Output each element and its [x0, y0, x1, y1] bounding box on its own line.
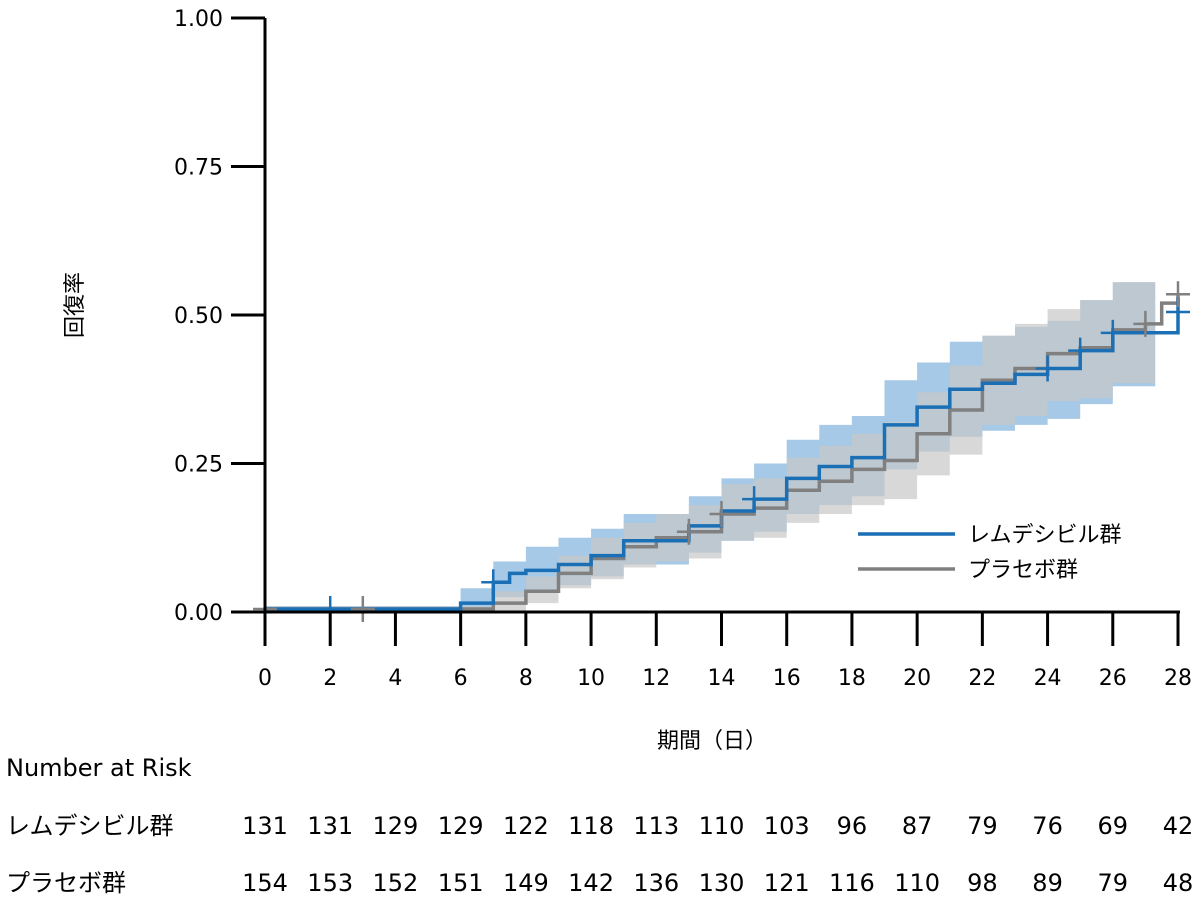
risk-value-1-6: 118 [568, 812, 614, 840]
x-tick-label-9: 18 [838, 666, 866, 691]
risk-value-2-14: 79 [1098, 869, 1129, 897]
censor-mark-1-3 [742, 486, 767, 513]
y-tick-label-4: 1.00 [174, 7, 223, 32]
risk-value-2-5: 149 [503, 869, 549, 897]
censor-mark-2-3 [676, 518, 701, 545]
x-tick-label-6: 12 [642, 666, 670, 691]
confidence-band-1 [265, 282, 1156, 612]
y-axis-title: 回復率 [63, 272, 88, 338]
x-tick-label-1: 2 [323, 666, 337, 691]
risk-value-2-9: 121 [764, 869, 810, 897]
y-tick-label-0: 0.00 [174, 601, 223, 626]
risk-value-1-13: 76 [1032, 812, 1063, 840]
risk-row-label-2: プラセボ群 [6, 869, 126, 897]
risk-value-2-4: 151 [438, 869, 484, 897]
risk-row-label-1: レムデシビル群 [6, 812, 174, 840]
risk-value-2-10: 116 [829, 869, 875, 897]
risk-value-2-1: 154 [242, 869, 288, 897]
censor-mark-1-6 [1100, 319, 1125, 346]
risk-value-1-3: 129 [373, 812, 419, 840]
risk-value-2-6: 142 [568, 869, 614, 897]
risk-value-2-3: 152 [373, 869, 419, 897]
x-tick-label-11: 22 [968, 666, 996, 691]
legend-label-2: プラセボ群 [968, 558, 1078, 583]
risk-value-1-5: 122 [503, 812, 549, 840]
risk-value-2-8: 130 [699, 869, 745, 897]
number-at-risk-table: Number at Risk レムデシビル群 131 131 129 129 122 118… [6, 754, 1193, 897]
y-tick-label-3: 0.75 [174, 156, 223, 181]
risk-value-1-10: 96 [837, 812, 868, 840]
censor-mark-1-4 [1035, 355, 1060, 382]
y-tick-label-2: 0.50 [174, 304, 223, 329]
y-tick-label-1: 0.25 [174, 453, 223, 478]
series-line-1 [265, 297, 1180, 611]
risk-value-2-2: 153 [307, 869, 353, 897]
risk-value-1-1: 131 [242, 812, 288, 840]
risk-value-2-12: 98 [967, 869, 998, 897]
x-tick-label-0: 0 [258, 666, 272, 691]
legend-label-1: レムデシビル群 [968, 523, 1122, 548]
x-tick-label-4: 8 [519, 666, 533, 691]
censor-mark-1-5 [1068, 337, 1093, 364]
risk-value-1-7: 113 [633, 812, 679, 840]
x-tick-label-7: 14 [708, 666, 736, 691]
risk-value-2-11: 110 [894, 869, 940, 897]
risk-value-1-14: 69 [1098, 812, 1129, 840]
risk-value-2-13: 89 [1032, 869, 1063, 897]
x-axis-title: 期間（日） [657, 729, 767, 754]
x-tick-label-13: 26 [1099, 666, 1127, 691]
risk-value-1-9: 103 [764, 812, 810, 840]
axes: 0.000.250.500.751.000 2 4 6 8 10 12 14 16 18 20 22 2… [174, 7, 1192, 691]
confidence-bands [265, 282, 1156, 612]
censor-mark-1-2 [481, 569, 506, 596]
censor-mark-2-5 [1133, 310, 1158, 337]
risk-table-title: Number at Risk [6, 754, 192, 782]
confidence-band-2 [265, 282, 1156, 612]
censor-mark-2-6 [1166, 281, 1190, 308]
x-tick-label-3: 6 [454, 666, 468, 691]
risk-value-2-7: 136 [633, 869, 679, 897]
risk-value-1-8: 110 [699, 812, 745, 840]
risk-value-2-15: 48 [1163, 869, 1194, 897]
risk-value-1-4: 129 [438, 812, 484, 840]
x-tick-label-14: 28 [1164, 666, 1192, 691]
x-tick-label-2: 4 [388, 666, 402, 691]
censor-mark-2-4 [709, 500, 734, 527]
x-tick-label-8: 16 [773, 666, 801, 691]
x-tick-label-12: 24 [1034, 666, 1062, 691]
risk-value-1-11: 87 [902, 812, 933, 840]
x-tick-label-10: 20 [903, 666, 931, 691]
risk-value-1-12: 79 [967, 812, 998, 840]
survival-lines [265, 294, 1180, 611]
x-tick-label-5: 10 [577, 666, 605, 691]
censor-mark-2-2 [350, 596, 375, 623]
risk-value-1-2: 131 [307, 812, 353, 840]
risk-value-1-15: 42 [1163, 812, 1194, 840]
